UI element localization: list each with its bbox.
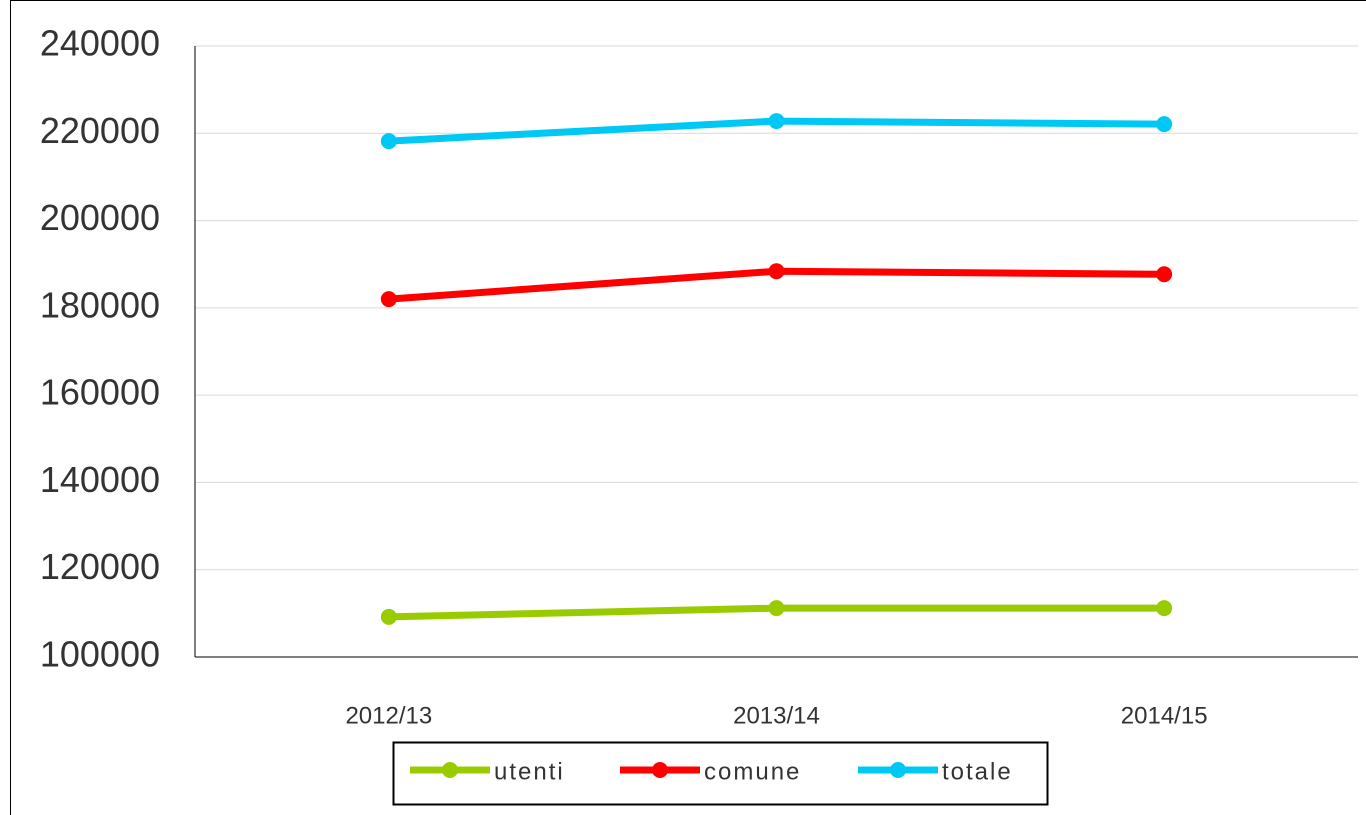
y-tick-label: 220000 bbox=[40, 110, 160, 151]
legend-label: totale bbox=[942, 758, 1013, 785]
data-point bbox=[768, 263, 785, 280]
data-point bbox=[380, 291, 397, 308]
x-tick-label: 2013/14 bbox=[733, 702, 820, 729]
legend-marker bbox=[652, 762, 668, 778]
data-point bbox=[768, 600, 785, 617]
data-point bbox=[1156, 600, 1173, 617]
y-tick-label: 100000 bbox=[40, 634, 160, 675]
legend-label: comune bbox=[704, 758, 801, 785]
legend-marker bbox=[890, 762, 906, 778]
chart-frame bbox=[10, 0, 1366, 815]
y-tick-label: 120000 bbox=[40, 546, 160, 587]
data-point bbox=[380, 133, 397, 150]
data-point bbox=[1156, 116, 1173, 133]
y-tick-label: 160000 bbox=[40, 372, 160, 413]
legend-label: utenti bbox=[494, 758, 565, 785]
y-tick-label: 200000 bbox=[40, 197, 160, 238]
y-tick-label: 240000 bbox=[40, 23, 160, 64]
data-point bbox=[380, 608, 397, 625]
legend-box bbox=[392, 741, 1049, 806]
legend-marker bbox=[442, 762, 458, 778]
x-tick-label: 2014/15 bbox=[1121, 702, 1208, 729]
y-tick-label: 140000 bbox=[40, 459, 160, 500]
y-tick-label: 180000 bbox=[40, 284, 160, 325]
x-tick-label: 2012/13 bbox=[345, 702, 432, 729]
data-point bbox=[768, 113, 785, 130]
data-point bbox=[1156, 266, 1173, 283]
